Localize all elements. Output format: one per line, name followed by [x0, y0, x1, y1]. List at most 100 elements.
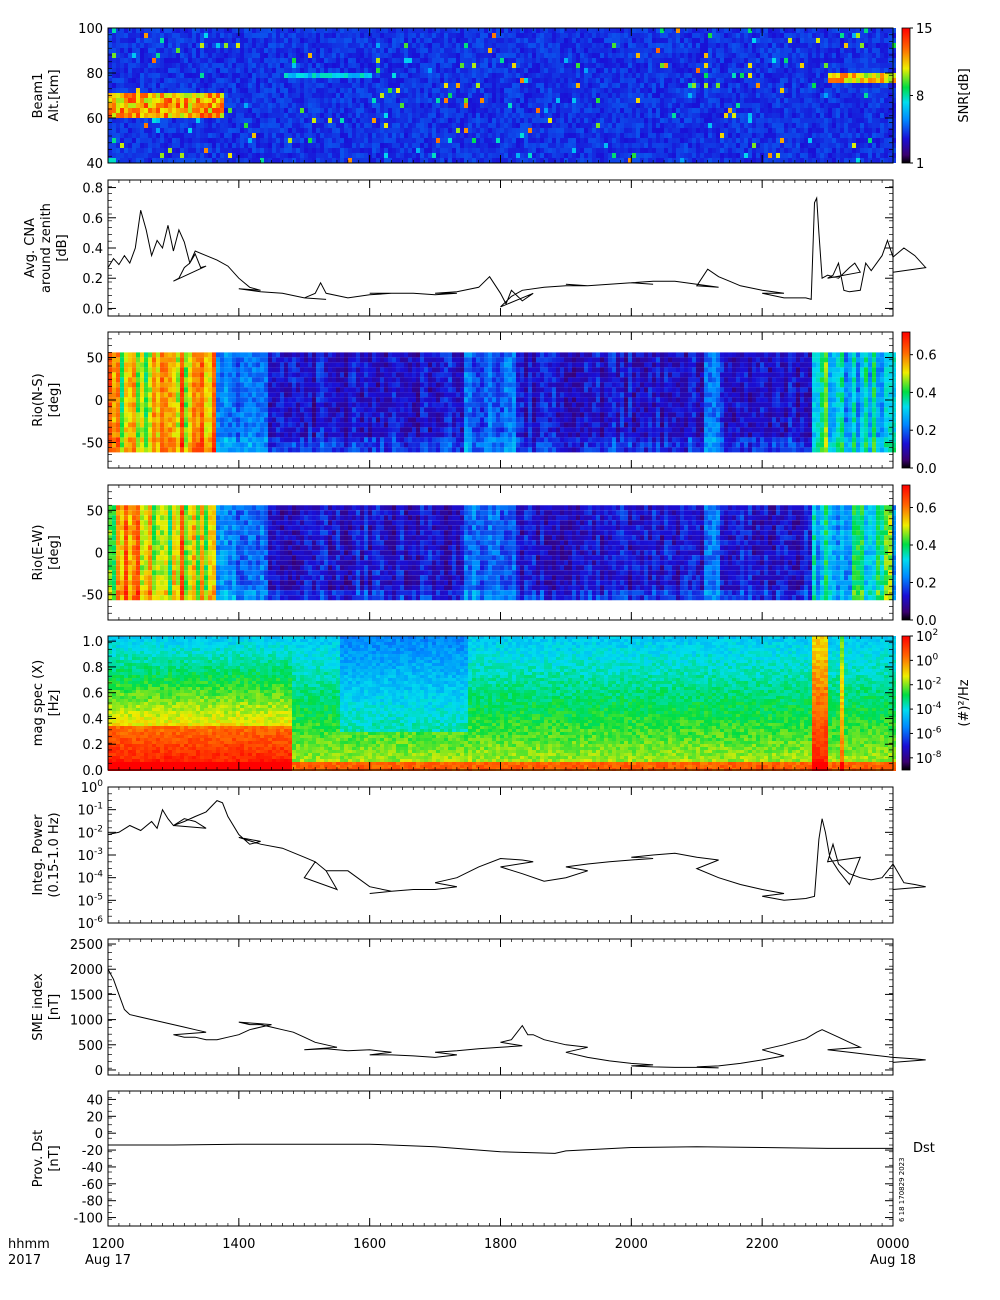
x-tick-label-0: 1200 — [91, 1237, 124, 1252]
series-line-cna — [107, 196, 927, 308]
y-tick-label-sme-0: 0 — [95, 1064, 103, 1079]
colorbar-tick-label-rio_ns-2: 0.4 — [916, 386, 937, 401]
y-tick-label-dst-5: 0 — [95, 1127, 103, 1142]
y-tick-label-integ_power-2: 10-2 — [77, 824, 103, 841]
y-tick-label-rio_ns-2: 50 — [86, 352, 103, 367]
y-tick-label-rio_ew-2: 50 — [86, 504, 103, 519]
x-date-label-0: Aug 17 — [85, 1253, 131, 1268]
y-tick-label-cna-4: 0.8 — [82, 182, 103, 197]
y-axis-label-dst-0: Prov. Dst — [31, 1130, 46, 1187]
x-date-label-1: Aug 18 — [870, 1253, 916, 1268]
colorbar-tick-label-mag_spec-2: 10-2 — [916, 677, 942, 694]
heatmap-mag_spec — [108, 636, 896, 771]
y-tick-label-rio_ew-0: -50 — [82, 589, 103, 604]
colorbar-label-beam1: SNR[dB] — [957, 68, 972, 122]
y-tick-label-integ_power-6: 10-6 — [77, 915, 103, 932]
y-tick-label-sme-4: 2000 — [70, 963, 103, 978]
y-tick-label-rio_ns-0: -50 — [82, 437, 103, 452]
y-axis-label-cna-1: around zenith — [39, 203, 54, 293]
heatmap-rio_ns — [108, 352, 896, 453]
y-tick-label-mag_spec-5: 1.0 — [82, 635, 103, 650]
y-axis-label-mag_spec-1: [Hz] — [47, 690, 62, 717]
y-axis-label-sme-1: [nT] — [47, 994, 62, 1020]
x-tick-label-1: 1400 — [222, 1237, 255, 1252]
colorbar-tick-label-rio_ew-0: 0.0 — [916, 614, 937, 629]
y-tick-label-integ_power-0: 100 — [81, 779, 104, 796]
colorbar-tick-label-mag_spec-5: 10-8 — [916, 750, 942, 767]
y-tick-label-beam1-1: 60 — [86, 112, 103, 127]
y-axis-label-beam1-0: Beam1 — [31, 73, 46, 119]
heatmap-rio_ew — [108, 505, 896, 601]
x-tick-label-5: 2200 — [746, 1237, 779, 1252]
y-tick-label-cna-0: 0.0 — [82, 302, 103, 317]
y-tick-label-cna-3: 0.6 — [82, 212, 103, 227]
y-axis-label-cna-2: [dB] — [55, 234, 70, 261]
x-caption-line2: 2017 — [8, 1253, 41, 1268]
y-axis-label-rio_ew-0: Rio(E-W) — [31, 525, 46, 581]
colorbar-tick-label-mag_spec-0: 102 — [916, 628, 938, 645]
x-caption-line1: hhmm — [8, 1237, 50, 1252]
y-tick-label-cna-2: 0.4 — [82, 242, 103, 257]
y-axis-label-rio_ew-1: [deg] — [47, 535, 62, 570]
colorbar-tick-label-rio_ew-1: 0.2 — [916, 577, 937, 592]
colorbar-label-mag_spec: (#)²/Hz — [957, 679, 972, 726]
y-tick-label-dst-3: -40 — [82, 1161, 103, 1176]
y-tick-label-beam1-0: 40 — [86, 157, 103, 172]
heatmap-beam1 — [108, 28, 896, 163]
y-tick-label-dst-6: 20 — [86, 1110, 103, 1125]
colorbar-tick-label-beam1-1: 8 — [916, 90, 924, 105]
y-tick-label-dst-0: -100 — [73, 1212, 103, 1227]
colorbar-rio_ns — [901, 331, 911, 469]
series-line-sme — [107, 968, 926, 1069]
colorbar-tick-label-rio_ew-2: 0.4 — [916, 539, 937, 554]
panel-rio_ew: -50 0 50 Rio(E-W) [deg] 0.0 0.2 0.4 0.6 — [31, 484, 937, 629]
colorbar-mag_spec — [901, 635, 911, 771]
y-tick-label-mag_spec-3: 0.6 — [82, 687, 103, 702]
panel-dst: -100 -80 -60 -40 -20 0 20 40 Prov. Dst [nT] Dst 6 1… — [31, 1090, 935, 1227]
panel-beam1: 40 60 80 100 Beam1 Alt.[km] 1 8 15 SNR[dB] — [31, 22, 972, 172]
y-tick-label-sme-3: 1500 — [70, 988, 103, 1003]
y-tick-label-sme-5: 2500 — [70, 938, 103, 953]
y-tick-label-mag_spec-1: 0.2 — [82, 738, 103, 753]
y-axis-label-dst-1: [nT] — [47, 1145, 62, 1171]
y-tick-label-mag_spec-2: 0.4 — [82, 712, 103, 727]
y-tick-label-dst-7: 40 — [86, 1093, 103, 1108]
dst-side-label: Dst — [913, 1141, 935, 1156]
series-line-dst — [108, 1143, 893, 1154]
colorbar-rio_ew — [901, 484, 911, 621]
y-tick-label-cna-1: 0.2 — [82, 272, 103, 287]
y-tick-label-integ_power-4: 10-4 — [77, 870, 103, 887]
y-tick-label-rio_ns-1: 0 — [95, 394, 103, 409]
y-tick-label-beam1-3: 100 — [78, 22, 103, 37]
y-tick-label-integ_power-5: 10-5 — [77, 892, 103, 909]
colorbar-tick-label-rio_ns-1: 0.2 — [916, 424, 937, 439]
colorbar-tick-label-rio_ew-3: 0.6 — [916, 502, 937, 517]
y-tick-label-beam1-2: 80 — [86, 67, 103, 82]
y-tick-label-integ_power-3: 10-3 — [77, 847, 103, 864]
y-axis-label-cna-0: Avg. CNA — [23, 218, 38, 278]
y-axis-label-sme-0: SME index — [31, 973, 46, 1041]
x-axis: hhmm 2017 1200 1400 1600 1800 2000 2200 0000Au… — [8, 1237, 916, 1268]
timestamp-stamp: 6 18 170829 2023 — [898, 1157, 906, 1222]
y-tick-label-integ_power-1: 10-1 — [77, 802, 103, 819]
colorbar-tick-label-beam1-0: 1 — [916, 157, 924, 172]
x-tick-label-6: 0000 — [876, 1237, 909, 1252]
y-tick-label-mag_spec-0: 0.0 — [82, 764, 103, 779]
y-tick-label-dst-2: -60 — [82, 1178, 103, 1193]
panel-mag_spec: 0.0 0.2 0.4 0.6 0.8 1.0 mag spec (X) [Hz] 102 100… — [31, 628, 972, 779]
y-tick-label-dst-1: -80 — [82, 1195, 103, 1210]
colorbar-tick-label-rio_ns-0: 0.0 — [916, 462, 937, 477]
y-tick-label-dst-4: -20 — [82, 1144, 103, 1159]
y-axis-label-integ_power-0: Integ. Power — [31, 814, 46, 896]
panel-sme: 0 500 1000 1500 2000 2500 SME index [nT] — [31, 938, 926, 1079]
series-line-integ_power — [107, 800, 926, 901]
x-tick-label-4: 2000 — [615, 1237, 648, 1252]
y-tick-label-mag_spec-4: 0.8 — [82, 661, 103, 676]
colorbar-beam1 — [901, 27, 911, 164]
colorbar-tick-label-mag_spec-1: 100 — [916, 652, 939, 669]
y-tick-label-sme-2: 1000 — [70, 1014, 103, 1029]
y-axis-label-rio_ns-1: [deg] — [47, 383, 62, 418]
y-tick-label-sme-1: 500 — [78, 1039, 103, 1054]
plot-frame-integ_power — [107, 786, 894, 924]
